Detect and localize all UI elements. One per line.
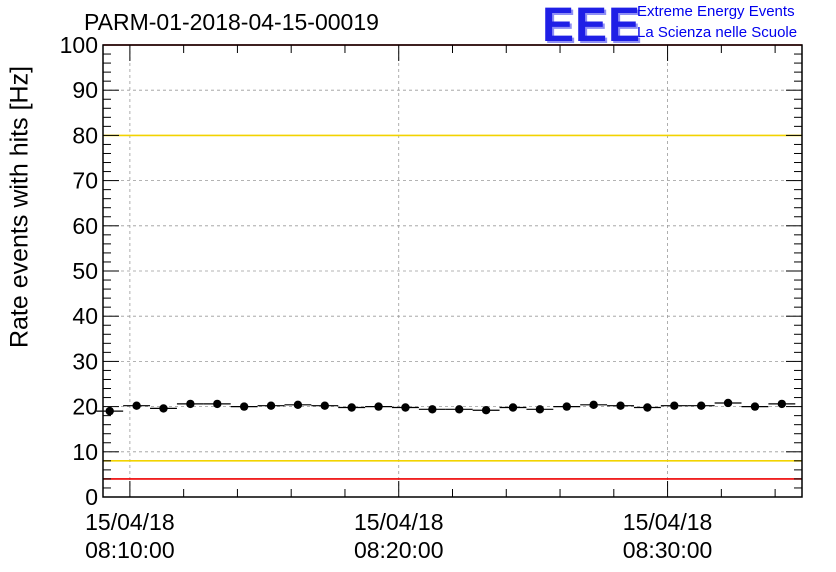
data-point xyxy=(159,404,168,413)
y-tick-label: 40 xyxy=(72,303,98,329)
data-point xyxy=(186,399,195,409)
y-axis-label: Rate events with hits [Hz] xyxy=(5,65,34,349)
axis-ticks xyxy=(103,44,802,498)
x-tick-label-time: 08:10:00 xyxy=(85,537,175,563)
data-point xyxy=(213,399,222,409)
data-point xyxy=(374,402,383,411)
data-point xyxy=(239,402,249,411)
data-point xyxy=(696,401,706,410)
data-point xyxy=(428,405,437,414)
logo-line-1: Extreme Energy Events xyxy=(637,3,795,20)
data-point xyxy=(670,401,679,410)
x-tick-labels: 15/04/1808:10:0015/04/1808:20:0015/04/18… xyxy=(85,509,712,563)
data-point xyxy=(266,401,276,410)
y-tick-label: 70 xyxy=(72,168,98,194)
chart-title: PARM-01-2018-04-15-00019 xyxy=(84,9,379,35)
eee-logo: EEE xyxy=(542,0,642,52)
y-tick-label: 20 xyxy=(72,394,98,420)
y-tick-label: 90 xyxy=(72,77,98,103)
data-point xyxy=(347,403,356,412)
data-point xyxy=(320,401,329,410)
logo-line-2: La Scienza nelle Scuole xyxy=(637,24,798,41)
y-tick-label: 100 xyxy=(60,32,98,58)
data-point xyxy=(401,403,410,412)
x-tick-label-date: 15/04/18 xyxy=(623,509,713,535)
data-point xyxy=(750,402,760,411)
y-tick-label: 10 xyxy=(72,439,98,465)
y-tick-labels: 0 10 20 30 40 50 60 70 80 90 100 xyxy=(60,32,98,510)
y-tick-label: 0 xyxy=(85,484,98,510)
grid-lines xyxy=(103,45,802,497)
y-tick-label: 30 xyxy=(72,348,98,374)
data-point xyxy=(643,403,652,412)
x-tick-label-time: 08:20:00 xyxy=(354,537,444,563)
data-point xyxy=(777,399,787,409)
x-tick-label-time: 08:30:00 xyxy=(623,537,713,563)
data-point xyxy=(535,405,545,414)
data-points xyxy=(96,398,796,416)
data-point xyxy=(105,406,114,416)
data-point xyxy=(293,400,303,409)
data-point xyxy=(508,403,518,412)
data-point xyxy=(616,401,625,410)
x-tick-label-date: 15/04/18 xyxy=(354,509,444,535)
y-tick-label: 60 xyxy=(72,213,98,239)
y-tick-label: 80 xyxy=(72,122,98,148)
plot-frame xyxy=(102,44,803,498)
data-point xyxy=(455,405,464,414)
data-point xyxy=(481,406,491,415)
data-point xyxy=(723,398,733,408)
data-point xyxy=(132,401,141,410)
data-point xyxy=(589,400,598,409)
y-tick-label: 50 xyxy=(72,258,98,284)
x-tick-label-date: 15/04/18 xyxy=(85,509,175,535)
reference-lines xyxy=(103,44,802,480)
data-point xyxy=(562,402,571,411)
